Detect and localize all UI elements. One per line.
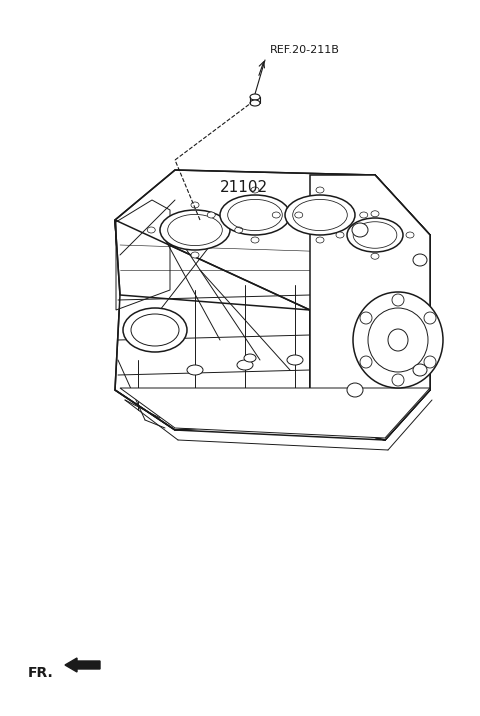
Ellipse shape — [207, 212, 215, 218]
Ellipse shape — [287, 355, 303, 365]
Polygon shape — [375, 175, 430, 390]
Ellipse shape — [352, 223, 368, 237]
Ellipse shape — [371, 253, 379, 259]
Polygon shape — [115, 220, 310, 430]
Ellipse shape — [392, 374, 404, 386]
Ellipse shape — [251, 237, 259, 243]
Ellipse shape — [220, 195, 290, 235]
Ellipse shape — [413, 364, 427, 376]
Ellipse shape — [371, 211, 379, 217]
Ellipse shape — [368, 308, 428, 372]
Ellipse shape — [406, 232, 414, 238]
Polygon shape — [120, 388, 430, 438]
Ellipse shape — [413, 254, 427, 266]
Ellipse shape — [316, 237, 324, 243]
Ellipse shape — [316, 187, 324, 193]
Ellipse shape — [160, 210, 230, 250]
Ellipse shape — [360, 312, 372, 324]
Ellipse shape — [295, 212, 303, 218]
Ellipse shape — [285, 195, 355, 235]
Polygon shape — [115, 170, 430, 310]
Ellipse shape — [360, 212, 368, 218]
Ellipse shape — [347, 218, 403, 252]
Ellipse shape — [191, 252, 199, 258]
Ellipse shape — [191, 202, 199, 208]
Text: REF.20-211B: REF.20-211B — [270, 45, 340, 55]
Ellipse shape — [347, 383, 363, 397]
Ellipse shape — [250, 94, 260, 100]
Ellipse shape — [123, 308, 187, 352]
Ellipse shape — [424, 356, 436, 368]
Ellipse shape — [244, 354, 256, 362]
Ellipse shape — [237, 360, 253, 370]
Ellipse shape — [392, 294, 404, 306]
Polygon shape — [310, 175, 430, 440]
Ellipse shape — [360, 356, 372, 368]
Ellipse shape — [336, 232, 344, 238]
Polygon shape — [116, 200, 170, 310]
Ellipse shape — [353, 292, 443, 388]
Ellipse shape — [187, 365, 203, 375]
Text: FR.: FR. — [28, 666, 54, 680]
Text: 21102: 21102 — [220, 180, 268, 195]
Polygon shape — [310, 235, 430, 440]
Ellipse shape — [147, 227, 155, 233]
Ellipse shape — [424, 312, 436, 324]
Ellipse shape — [251, 187, 259, 193]
Ellipse shape — [250, 100, 260, 106]
Ellipse shape — [272, 212, 280, 218]
Ellipse shape — [388, 329, 408, 351]
Ellipse shape — [235, 227, 243, 233]
FancyArrow shape — [65, 658, 100, 672]
